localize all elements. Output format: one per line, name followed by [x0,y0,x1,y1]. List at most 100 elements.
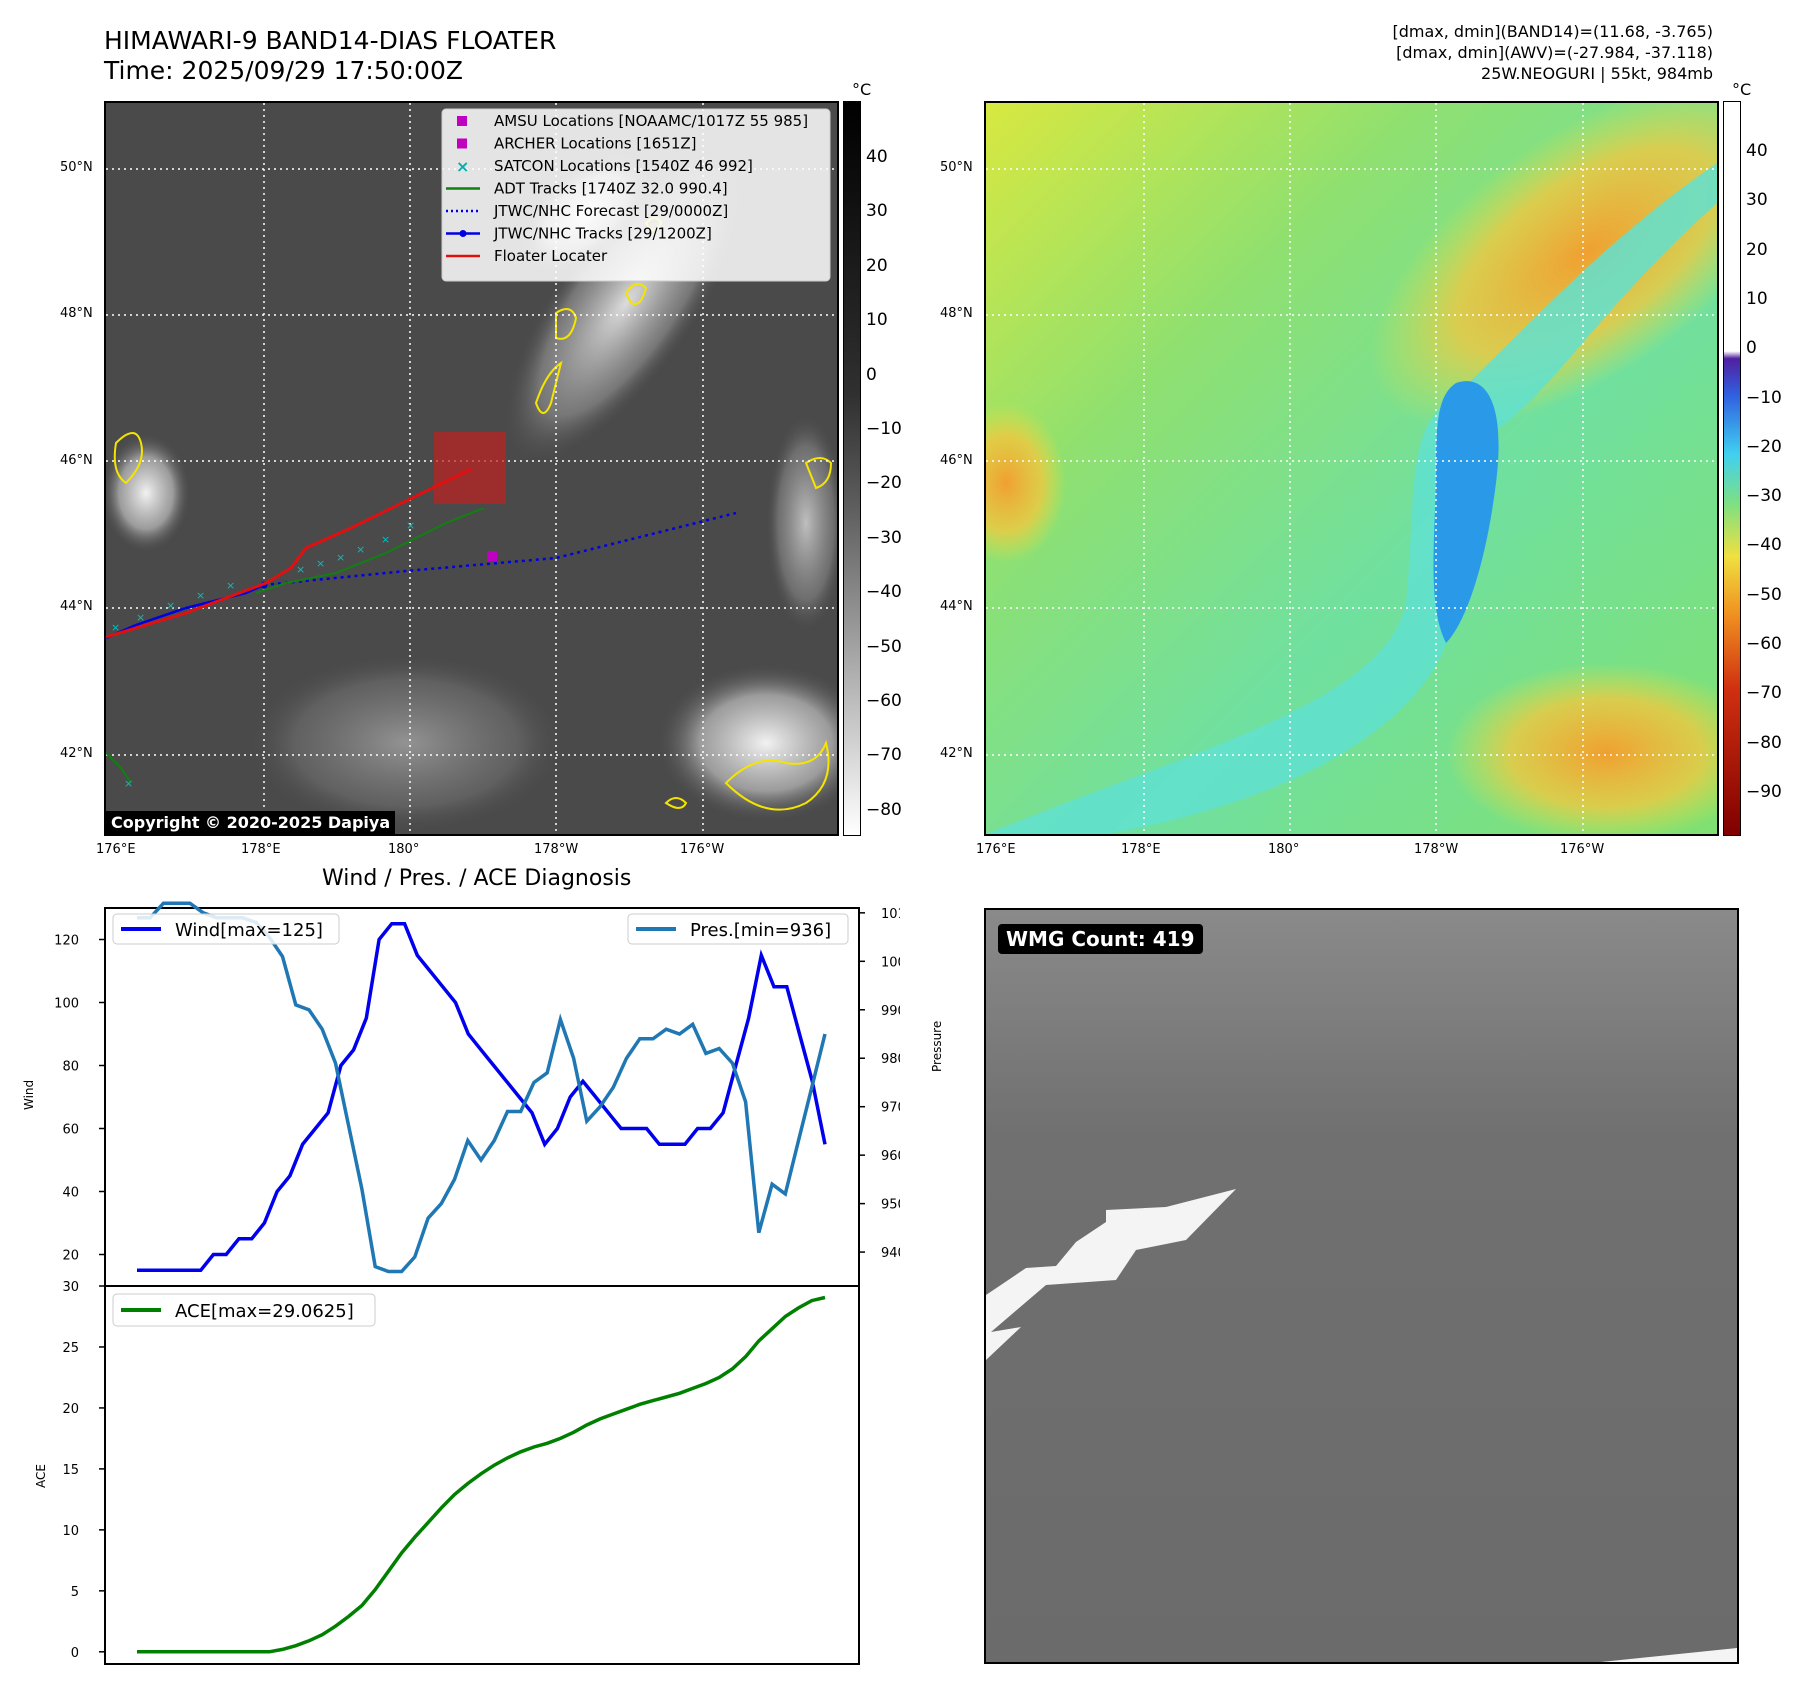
ir-legend: AMSU Locations [NOAAMC/1017Z 55 985] ARCH… [441,108,831,282]
ace-tick-label: 25 [62,1341,79,1356]
legend-label: ARCHER Locations [1651Z] [494,135,697,153]
wind-pres-axes [104,907,860,1287]
wind-legend: Wind[max=125] [112,913,340,945]
lon-tick-label: 176°E [976,842,1016,857]
lon-tick-label: 176°W [680,842,725,857]
legend-label: ADT Tracks [1740Z 32.0 990.4] [494,180,728,198]
ace-series-line [137,1295,826,1654]
colorbar-tick-label: −70 [1746,683,1782,704]
legend-swatch-square [457,116,467,126]
copyright-badge: Copyright © 2020-2025 Dapiya [106,811,396,834]
lat-tick-label: 42°N [940,746,973,761]
colorbar-tick-label: −10 [866,419,902,439]
band14-range-text: [dmax, dmin](BAND14)=(11.68, -3.765) [1392,22,1714,41]
lat-tick-label: 46°N [60,453,93,468]
colorbar-tick-label: 0 [1746,338,1757,359]
ir-cloud-east [766,413,837,633]
awv-range-text: [dmax, dmin](AWV)=(-27.984, -37.118) [1396,43,1713,62]
lat-tick-label: 46°N [940,453,973,468]
ir-colorbar-unit: °C [852,80,872,99]
awv-colorbar-unit: °C [1732,80,1752,99]
svg-text:×: × [111,621,120,634]
colorbar-tick-label: 20 [866,255,888,276]
adt-track-line [255,507,485,594]
colorbar-tick-label: −20 [866,473,902,494]
awv-warm-west [986,403,1066,563]
colorbar-tick-label: −60 [1746,634,1782,654]
colorbar-tick-label: 20 [1746,239,1768,260]
pressure-ylabel: Pressure [930,1020,944,1072]
lat-tick-label: 50°N [60,160,93,175]
ir-cloud-south [246,653,566,833]
awv-map-svg [986,103,1717,834]
wind-tick-label: 40 [62,1186,79,1201]
pressure-legend: Pres.[min=936] [627,913,849,945]
lon-tick-label: 180° [1268,842,1300,857]
svg-text:×: × [226,579,235,592]
colorbar-tick-label: −70 [866,745,902,766]
legend-swatch-square [457,138,467,149]
colorbar-tick-label: 10 [1746,288,1768,309]
wmg-count-badge: WMG Count: 419 [998,924,1203,954]
awv-map [984,101,1719,836]
svg-text:×: × [356,543,365,556]
lat-tick-label: 42°N [60,746,93,761]
legend-swatch-x: × [456,157,469,176]
figure-time: Time: 2025/09/29 17:50:00Z [104,56,463,85]
pressure-tick-label: 950 [881,1198,900,1213]
colorbar-tick-label: 10 [866,310,888,331]
adt-track-south [106,752,132,784]
lat-tick-label: 44°N [60,599,93,614]
colorbar-tick-label: 30 [1746,190,1768,211]
colorbar-tick-label: 40 [866,147,888,167]
wmg-bright-region [986,1189,1236,1360]
ace-tick-label: 20 [62,1402,79,1417]
ace-tick-label: 30 [62,1280,79,1295]
svg-text:×: × [196,589,205,602]
colorbar-tick-label: 30 [866,201,888,222]
svg-text:×: × [336,551,345,564]
jtwc-forecast-line [263,511,737,587]
ace-tick-label: 10 [62,1524,79,1539]
pressure-tick-label: 970 [881,1101,900,1116]
legend-label: AMSU Locations [NOAAMC/1017Z 55 985] [494,112,808,130]
lat-tick-label: 48°N [60,306,93,321]
pressure-tick-label: 1000 [881,955,900,970]
ace-legend-label: ACE[max=29.0625] [175,1301,354,1322]
svg-text:×: × [124,777,133,790]
ace-tick-label: 15 [62,1463,79,1478]
colorbar-tick-label: −50 [866,636,902,657]
colorbar-tick-label: −80 [1746,732,1782,753]
wmg-bright-corner [1601,1648,1737,1662]
colorbar-tick-label: −60 [866,691,902,711]
svg-text:×: × [136,611,145,624]
awv-colorbar [1723,101,1741,836]
svg-text:×: × [406,519,415,532]
wmg-background [986,910,1737,1662]
wmg-svg [986,910,1737,1662]
wind-tick-label: 80 [62,1060,79,1075]
lon-tick-label: 178°W [534,842,579,857]
legend-label: JTWC/NHC Forecast [29/0000Z] [493,202,728,220]
wind-tick-label: 120 [54,934,79,949]
ace-axes [104,1285,860,1665]
legend-swatch-dot [459,230,467,237]
pressure-series-line [137,901,827,1274]
colorbar-tick-label: −90 [1746,781,1782,802]
ir-colorbar [843,101,861,836]
pressure-tick-label: 940 [881,1246,900,1261]
colorbar-tick-label: 0 [866,364,877,385]
lon-tick-label: 178°E [1121,842,1161,857]
wmg-panel: WMG Count: 419 [984,908,1739,1664]
wind-tick-label: 60 [62,1123,79,1138]
legend-label: SATCON Locations [1540Z 46 992] [494,157,753,175]
svg-text:×: × [381,533,390,546]
legend-label: JTWC/NHC Tracks [29/1200Z] [493,225,712,243]
colorbar-tick-label: 40 [1746,141,1768,161]
colorbar-tick-label: −10 [1746,387,1782,408]
awv-dry-slot [1433,381,1499,643]
lon-tick-label: 176°E [96,842,136,857]
jtwc-track-line [106,583,265,640]
